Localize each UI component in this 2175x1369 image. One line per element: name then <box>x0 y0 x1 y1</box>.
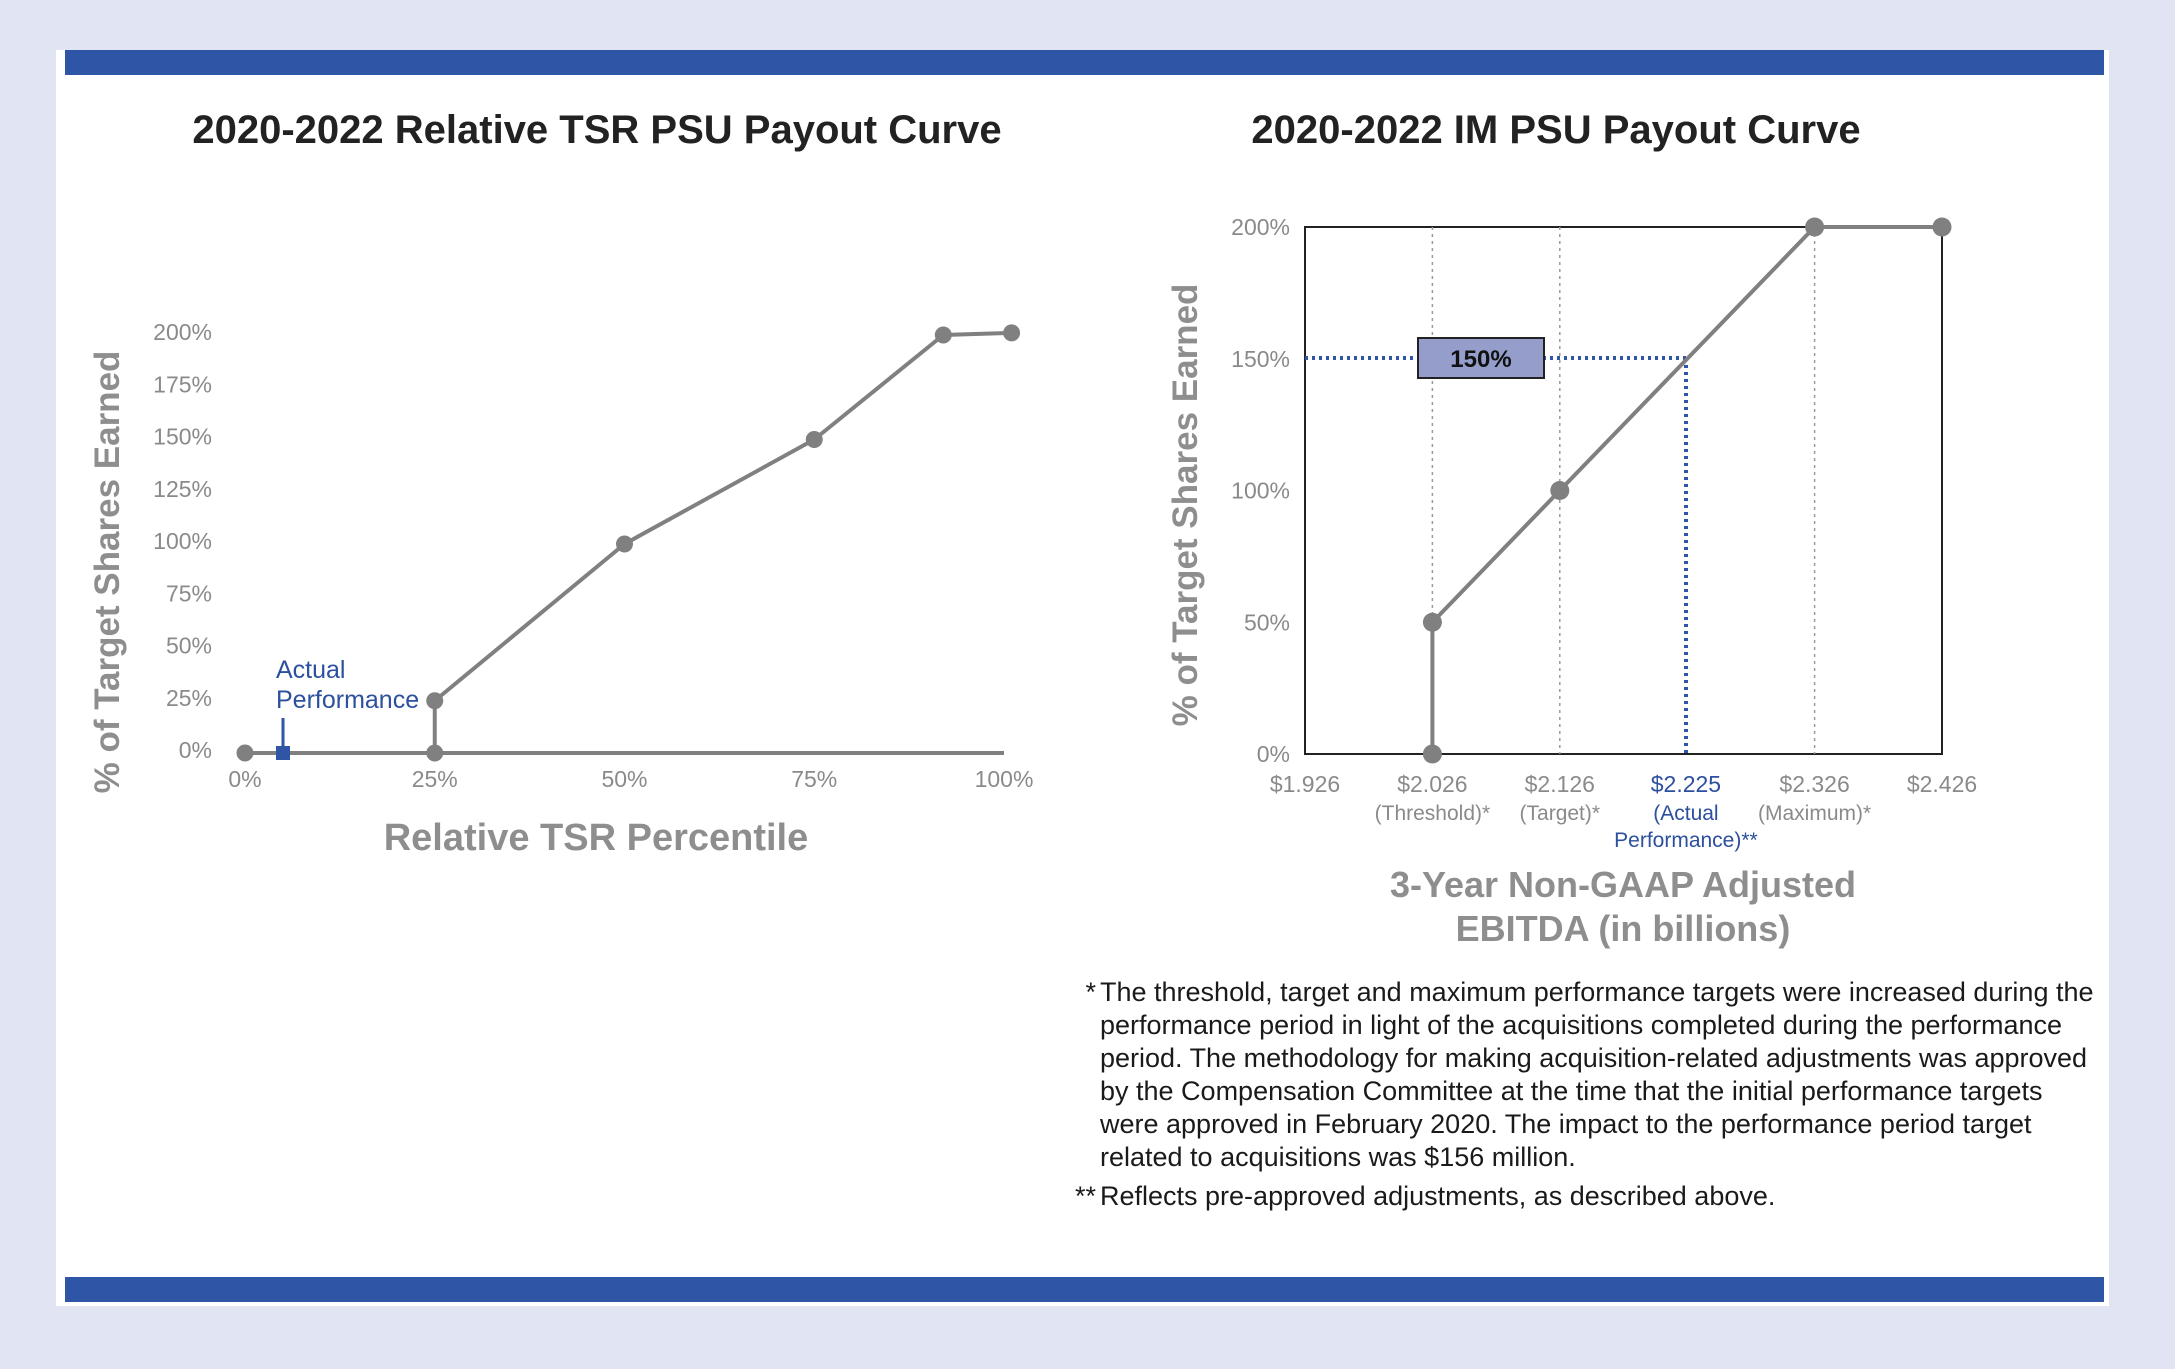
tsr-y-tick-label: 150% <box>153 424 212 450</box>
im-x-tick-sublabel: (Actual <box>1653 802 1718 825</box>
im-chart-title: 2020-2022 IM PSU Payout Curve <box>1251 108 1861 152</box>
im-payout-chart: % of Target Shares Earned 0% 50% 100% 150% 2… <box>1166 214 1977 949</box>
top-accent-band <box>65 50 2104 75</box>
im-y-tick-label: 50% <box>1244 609 1290 635</box>
im-y-tick-label: 100% <box>1231 478 1290 504</box>
im-x-tick-sublabel: (Threshold)* <box>1375 802 1491 825</box>
tsr-data-point <box>805 431 823 448</box>
payout-curves-panel: 2020-2022 Relative TSR PSU Payout Curve … <box>56 50 2109 1306</box>
tsr-actual-label-line1: Actual <box>276 656 345 684</box>
tsr-y-tick-label: 75% <box>166 580 212 606</box>
tsr-y-tick-label: 0% <box>179 737 212 763</box>
footnotes: * The threshold, target and maximum perf… <box>1056 976 2096 1219</box>
payout-charts-svg: % of Target Shares Earned 0% 25% 50% 75% 100… <box>88 214 1977 949</box>
tsr-y-tick-label: 25% <box>166 685 212 711</box>
footnote-mark: ** <box>1074 1181 1096 1211</box>
im-data-point <box>1422 744 1442 764</box>
tsr-x-axis-title: Relative TSR Percentile <box>384 817 809 859</box>
tsr-payout-chart: % of Target Shares Earned 0% 25% 50% 75% 100… <box>88 319 1033 859</box>
tsr-x-tick-label: 25% <box>412 766 458 792</box>
tsr-data-point <box>426 692 444 710</box>
tsr-y-tick-label: 100% <box>153 528 212 554</box>
footnote-single-asterisk: * The threshold, target and maximum perf… <box>1056 976 2096 1174</box>
tsr-y-tick-label: 200% <box>153 319 212 345</box>
tsr-y-tick-label: 50% <box>166 633 212 659</box>
tsr-data-point <box>1003 324 1021 342</box>
im-y-tick-label: 0% <box>1257 741 1290 767</box>
tsr-data-point <box>426 744 444 762</box>
tsr-y-axis-title: % of Target Shares Earned <box>88 351 127 794</box>
im-plot-frame <box>1304 226 1943 755</box>
im-data-point <box>1932 217 1952 237</box>
im-y-tick-label: 200% <box>1231 214 1290 240</box>
im-x-axis-title-line1: 3-Year Non-GAAP Adjusted <box>1390 864 1856 905</box>
im-x-tick-label: $2.426 <box>1907 771 1977 797</box>
im-x-tick-label: $2.225 <box>1651 771 1721 797</box>
im-y-axis-title: % of Target Shares Earned <box>1166 284 1205 727</box>
tsr-x-tick-label: 100% <box>975 766 1034 792</box>
tsr-x-tick-label: 0% <box>228 766 261 792</box>
tsr-data-point <box>934 326 952 344</box>
footnote-mark: * <box>1085 977 1096 1007</box>
im-actual-callout-value: 150% <box>1450 346 1511 373</box>
im-actual-callout-box <box>1417 337 1545 379</box>
im-data-point <box>1422 612 1442 632</box>
footnote-text: Reflects pre-approved adjustments, as de… <box>1100 1181 1776 1211</box>
tsr-y-tick-label: 125% <box>153 476 212 502</box>
tsr-x-tick-label: 50% <box>601 766 647 792</box>
bottom-accent-band <box>65 1277 2104 1302</box>
tsr-data-point <box>236 744 254 762</box>
footnote-text: The threshold, target and maximum perfor… <box>1100 977 2094 1172</box>
im-data-point <box>1550 481 1570 500</box>
im-x-tick-sublabel: (Target)* <box>1520 802 1601 825</box>
im-y-tick-label: 150% <box>1231 346 1290 372</box>
im-data-point <box>1805 217 1825 237</box>
footnote-double-asterisk: ** Reflects pre-approved adjustments, as… <box>1056 1180 2096 1213</box>
tsr-data-point <box>616 535 633 553</box>
im-x-tick-label: $1.926 <box>1270 771 1340 797</box>
im-x-axis-title-line2: EBITDA (in billions) <box>1456 908 1791 949</box>
im-x-tick-label: $2.026 <box>1397 771 1467 797</box>
tsr-x-tick-label: 75% <box>791 766 837 792</box>
tsr-actual-marker <box>276 746 290 760</box>
im-x-tick-sublabel: (Maximum)* <box>1758 802 1871 825</box>
tsr-chart-title: 2020-2022 Relative TSR PSU Payout Curve <box>192 108 1002 152</box>
im-x-tick-label: $2.326 <box>1779 771 1849 797</box>
tsr-actual-label-line2: Performance <box>276 686 419 714</box>
tsr-y-tick-label: 175% <box>153 371 212 397</box>
im-x-tick-label: $2.126 <box>1525 771 1595 797</box>
im-x-tick-sublabel: Performance)** <box>1614 829 1758 852</box>
